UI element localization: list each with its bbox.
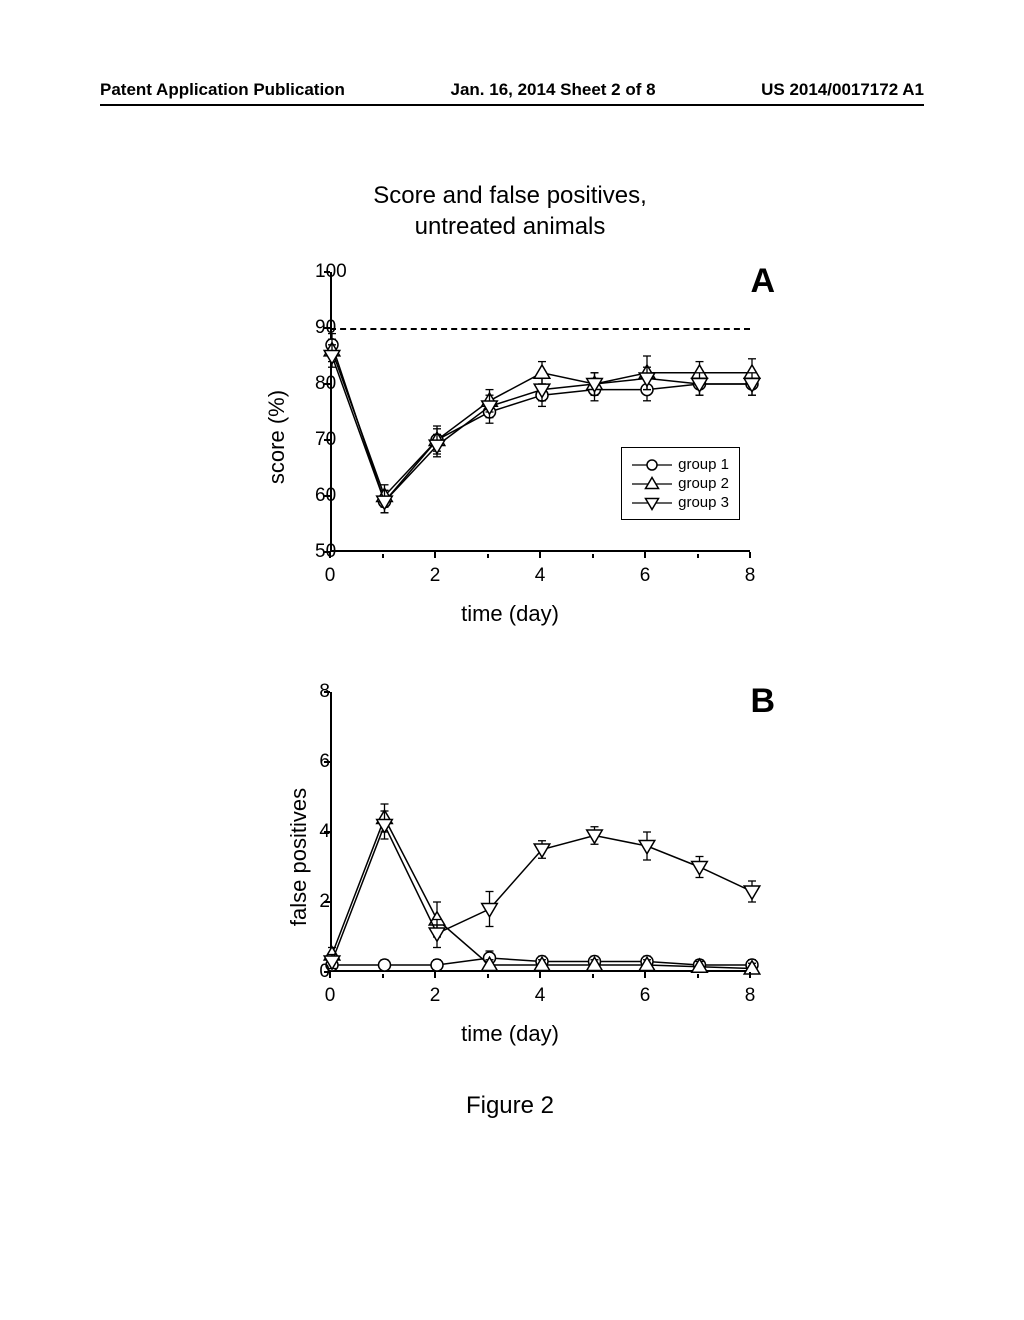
- legend-item: group 3: [632, 494, 729, 511]
- x-tick-mark: [539, 552, 541, 558]
- y-tick-mark: [324, 383, 330, 385]
- y-tick-mark: [324, 691, 330, 693]
- x-minor-tick: [592, 554, 594, 558]
- y-tick-mark: [324, 495, 330, 497]
- x-tick-label: 6: [640, 565, 651, 587]
- legend-label: group 1: [678, 456, 729, 473]
- legend-marker-icon: [632, 477, 672, 491]
- x-minor-tick: [382, 974, 384, 978]
- header-left: Patent Application Publication: [100, 80, 345, 100]
- x-tick-label: 0: [325, 985, 336, 1007]
- x-tick-label: 4: [535, 985, 546, 1007]
- x-minor-tick: [592, 974, 594, 978]
- x-tick-mark: [749, 972, 751, 978]
- y-tick-mark: [324, 901, 330, 903]
- chart-svg-b: [332, 692, 752, 972]
- page-header: Patent Application Publication Jan. 16, …: [100, 80, 924, 106]
- legend-item: group 2: [632, 475, 729, 492]
- x-tick-label: 6: [640, 985, 651, 1007]
- legend: group 1 group 2 group 3: [621, 447, 740, 520]
- header-right: US 2014/0017172 A1: [761, 80, 924, 100]
- x-tick-mark: [749, 552, 751, 558]
- header-center: Jan. 16, 2014 Sheet 2 of 8: [451, 80, 656, 100]
- y-tick-mark: [324, 439, 330, 441]
- x-tick-mark: [644, 552, 646, 558]
- legend-item: group 1: [632, 456, 729, 473]
- legend-marker-icon: [632, 458, 672, 472]
- legend-label: group 3: [678, 494, 729, 511]
- xlabel-a: time (day): [461, 601, 559, 627]
- x-tick-mark: [434, 972, 436, 978]
- x-tick-label: 2: [430, 565, 441, 587]
- figure-caption: Figure 2: [200, 1092, 820, 1120]
- legend-label: group 2: [678, 475, 729, 492]
- ylabel-a: score (%): [264, 390, 290, 484]
- ylabel-b: false positives: [286, 788, 312, 926]
- x-minor-tick: [697, 554, 699, 558]
- x-tick-label: 4: [535, 565, 546, 587]
- x-minor-tick: [697, 974, 699, 978]
- x-tick-mark: [434, 552, 436, 558]
- panel-letter-a: A: [750, 262, 775, 301]
- xlabel-b: time (day): [461, 1021, 559, 1047]
- x-minor-tick: [487, 974, 489, 978]
- title-line1: Score and false positives,: [373, 182, 646, 209]
- reference-line: [330, 328, 750, 330]
- panel-letter-b: B: [750, 682, 775, 721]
- y-tick-mark: [324, 271, 330, 273]
- plot-area-b: [330, 692, 750, 972]
- y-tick-mark: [324, 761, 330, 763]
- x-tick-label: 8: [745, 985, 756, 1007]
- x-minor-tick: [382, 554, 384, 558]
- x-tick-mark: [644, 972, 646, 978]
- figure-area: Score and false positives, untreated ani…: [200, 180, 820, 1120]
- x-tick-label: 2: [430, 985, 441, 1007]
- chart-title: Score and false positives, untreated ani…: [200, 180, 820, 242]
- x-minor-tick: [487, 554, 489, 558]
- x-tick-mark: [539, 972, 541, 978]
- chart-panel-a: score (%) time (day) A 50607080901000246…: [230, 252, 790, 622]
- x-tick-label: 0: [325, 565, 336, 587]
- x-tick-mark: [329, 552, 331, 558]
- x-tick-mark: [329, 972, 331, 978]
- chart-panel-b: false positives time (day) B 0246802468: [230, 672, 790, 1042]
- title-line2: untreated animals: [415, 213, 606, 240]
- legend-marker-icon: [632, 496, 672, 510]
- y-tick-mark: [324, 831, 330, 833]
- x-tick-label: 8: [745, 565, 756, 587]
